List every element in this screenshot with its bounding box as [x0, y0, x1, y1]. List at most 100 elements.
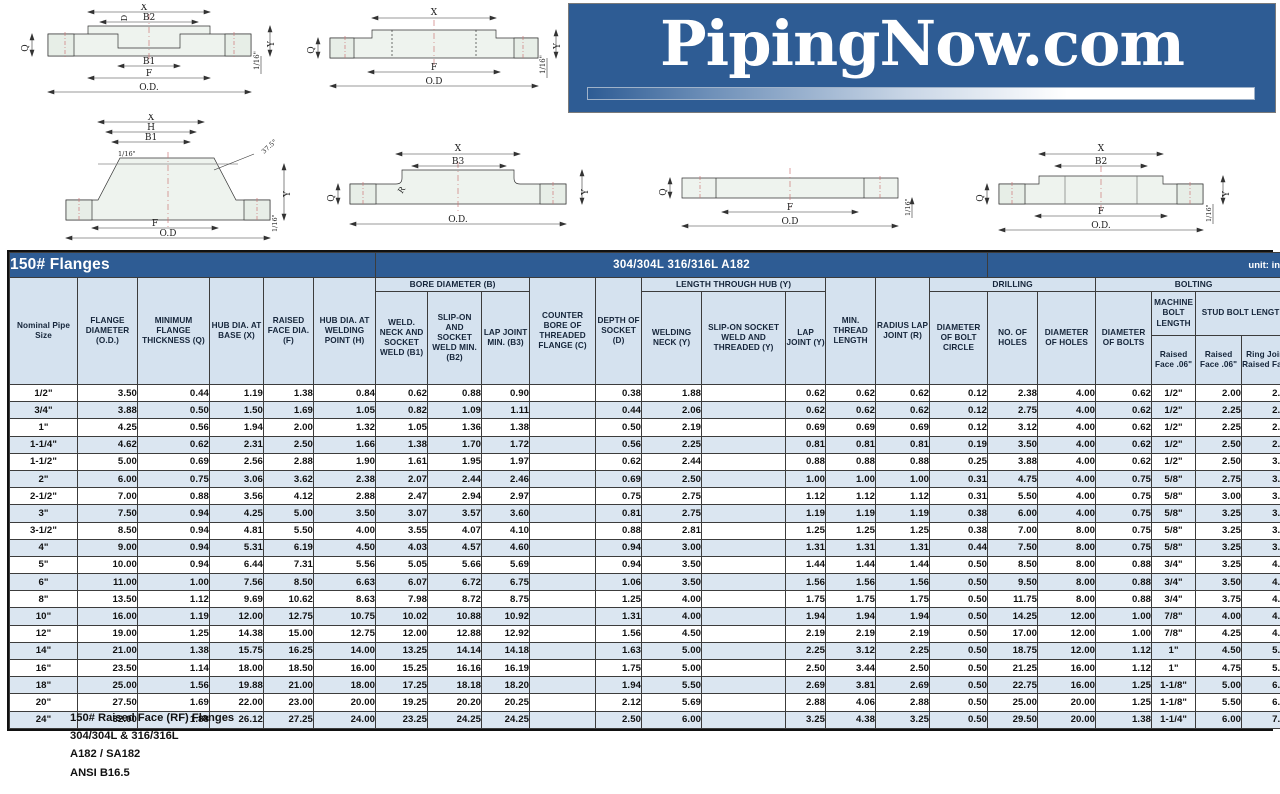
cell-value: 8.50: [987, 555, 1039, 575]
cell-value: 12.00: [1037, 607, 1097, 626]
cell-value: 9.00: [77, 538, 138, 557]
cell-value: 2.06: [641, 401, 703, 420]
cell-value: [529, 538, 597, 557]
cell-diameter-of-bolts: 5/8": [1151, 487, 1197, 506]
cell-nominal-pipe-size: 3/4": [9, 401, 78, 420]
cell-value: 4.81: [209, 521, 264, 540]
cell-value: 6.75: [481, 573, 531, 592]
cell-value: 8.00: [1037, 573, 1097, 592]
table-row: 3/4" 3.88 0.50 1.50 1.69 1.05 0.82 1.09 1.11 0.44…: [9, 401, 1280, 420]
cell-value: 4.38: [825, 710, 877, 729]
svg-text:Q: Q: [327, 194, 337, 201]
cell-value: 0.69: [825, 418, 877, 437]
cell-nominal-pipe-size: 4": [9, 538, 78, 557]
cell-value: 0.56: [137, 418, 210, 437]
cell-value: 23.50: [77, 658, 138, 678]
slip-on-flange-diagram: X B2 D B1 F O.D. Q Y 1/16": [8, 4, 288, 116]
cell-value: 1.09: [427, 401, 483, 420]
cell-value: 18.75: [987, 641, 1039, 661]
cell-value: 1.94: [875, 607, 931, 626]
svg-text:Y: Y: [553, 42, 563, 50]
cell-value: 0.81: [785, 435, 827, 454]
cell-value: 1.36: [427, 418, 483, 437]
cell-value: 16.00: [1037, 676, 1097, 695]
cell-value: 2.07: [375, 469, 429, 489]
cell-value: 7.00: [77, 487, 138, 506]
cell-value: 5.69: [641, 693, 703, 712]
cell-diameter-of-bolts: 1-1/8": [1151, 676, 1197, 695]
cell-value: [701, 607, 787, 626]
cell-value: 12.75: [312, 624, 377, 643]
cell-value: 9.50: [987, 573, 1039, 592]
cell-value: 0.88: [825, 452, 877, 471]
cell-value: 16.19: [481, 658, 531, 678]
cell-value: 20.25: [481, 693, 531, 712]
cell-value: 1.50: [209, 401, 264, 420]
svg-text:B1: B1: [145, 133, 157, 143]
cell-value: 14.14: [427, 641, 483, 661]
cell-value: 23.00: [263, 693, 314, 712]
cell-nominal-pipe-size: 2": [9, 469, 78, 489]
cell-value: 6.25: [1241, 693, 1280, 712]
svg-text:O.D.: O.D.: [139, 83, 159, 93]
cell-value: 3.25: [1241, 469, 1280, 489]
cell-value: 5.56: [312, 555, 377, 575]
table-row: 5" 10.00 0.94 6.44 7.31 5.56 5.05 5.66 5.69 0.94 3…: [9, 555, 1280, 575]
cell-value: [529, 573, 597, 592]
table-row: 3-1/2" 8.50 0.94 4.81 5.50 4.00 3.55 4.07 4.10 0.…: [9, 521, 1280, 540]
cell-value: 7.56: [209, 573, 264, 592]
cell-value: 1.94: [209, 418, 264, 437]
svg-text:O.D: O.D: [426, 77, 443, 87]
cell-value: 1.75: [875, 590, 931, 609]
cell-value: 1.00: [825, 469, 877, 489]
cell-value: 0.25: [929, 452, 989, 471]
col-stud-bolt-raised-face: Raised Face .06": [1195, 335, 1243, 385]
table-row: 16" 23.50 1.14 18.00 18.50 16.00 15.25 16.16 16.…: [9, 658, 1280, 678]
cell-value: 7.31: [263, 555, 314, 575]
cell-value: [701, 452, 787, 471]
cell-value: 21.00: [263, 676, 314, 695]
cell-value: 3.88: [987, 452, 1039, 471]
cell-value: 2.88: [312, 487, 377, 506]
svg-text:F: F: [431, 63, 437, 73]
cell-value: 2.12: [595, 693, 643, 712]
cell-value: 4.25: [1195, 624, 1243, 643]
cell-value: 1.19: [209, 383, 264, 403]
table-row: 2" 6.00 0.75 3.06 3.62 2.38 2.07 2.44 2.46 0.69 2.…: [9, 469, 1280, 489]
cell-value: [701, 710, 787, 729]
cell-value: [529, 693, 597, 712]
svg-text:O.D.: O.D.: [1091, 221, 1111, 231]
cell-diameter-of-bolts: 1": [1151, 641, 1197, 661]
cell-diameter-of-bolts: 1-1/8": [1151, 693, 1197, 712]
col-diameter-of-holes: DIAMETER OF HOLES: [1037, 291, 1097, 385]
cell-value: 2.75: [641, 487, 703, 506]
cell-value: 2.50: [1195, 435, 1243, 454]
cell-value: 1.00: [875, 469, 931, 489]
cell-value: 1.12: [785, 487, 827, 506]
cell-nominal-pipe-size: 12": [9, 624, 78, 643]
cell-nominal-pipe-size: 1/2": [9, 383, 78, 403]
cell-value: [529, 590, 597, 609]
table-row: 1-1/2" 5.00 0.69 2.56 2.88 1.90 1.61 1.95 1.97 0.…: [9, 452, 1280, 471]
cell-value: 8.72: [427, 590, 483, 609]
svg-text:1/16": 1/16": [904, 198, 912, 216]
cell-value: 5.25: [1241, 641, 1280, 661]
header-sub-row-1: WELD. NECK AND SOCKET WELD (B1) SLIP-ON …: [10, 291, 1280, 385]
svg-text:37.5°: 37.5°: [260, 138, 279, 156]
footer-line-2: 304/304L & 316/316L: [70, 730, 179, 743]
cell-value: 4.50: [312, 538, 377, 557]
svg-text:1/16": 1/16": [539, 55, 547, 74]
cell-value: 1.12: [137, 590, 210, 609]
cell-value: 1.25: [875, 521, 931, 540]
cell-value: 2.75: [1241, 435, 1280, 454]
group-drilling: DRILLING: [929, 277, 1097, 292]
col-machine-bolt-raised-face: Raised Face .06": [1151, 335, 1197, 385]
cell-value: 3.06: [209, 469, 264, 489]
cell-value: 0.50: [929, 676, 989, 695]
blind-flange-diagram: F O.D Q 1/16": [650, 146, 940, 242]
cell-value: 15.25: [375, 658, 429, 678]
table-row: 8" 13.50 1.12 9.69 10.62 8.63 7.98 8.72 8.75 1.25…: [9, 590, 1280, 609]
cell-value: 14.00: [312, 641, 377, 661]
cell-value: 1.31: [825, 538, 877, 557]
cell-value: 2.75: [1195, 469, 1243, 489]
